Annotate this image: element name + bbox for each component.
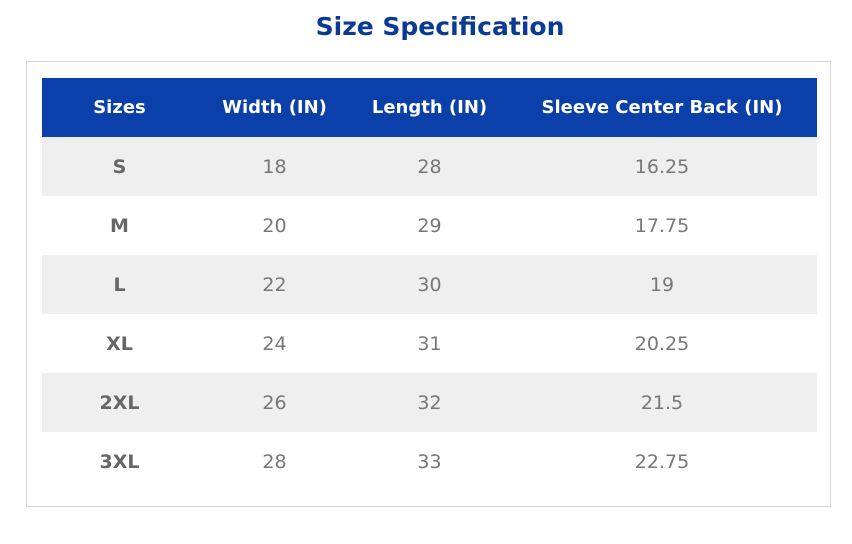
table-cell: L bbox=[42, 255, 197, 314]
table-box: Sizes Width (IN) Length (IN) Sleeve Center … bbox=[26, 61, 831, 507]
table-row: 2XL 26 32 21.5 bbox=[42, 373, 817, 432]
table-cell: 32 bbox=[352, 373, 507, 432]
table-cell: 22.75 bbox=[634, 450, 690, 473]
table-row: L 22 30 19 bbox=[42, 255, 817, 314]
table-cell: 20 bbox=[262, 214, 287, 237]
table-cell: 31 bbox=[417, 332, 442, 355]
title: Size Specification bbox=[315, 12, 565, 41]
table-cell: 2XL bbox=[42, 373, 197, 432]
table-cell: 16.25 bbox=[507, 137, 817, 196]
table-cell: 22 bbox=[197, 255, 352, 314]
table-cell: XL bbox=[106, 332, 133, 355]
table-cell: 17.75 bbox=[634, 214, 690, 237]
table-row: S 18 28 16.25 bbox=[42, 137, 817, 196]
table-cell: 28 bbox=[352, 137, 507, 196]
header-row: Sizes Width (IN) Length (IN) Sleeve Center … bbox=[42, 78, 817, 137]
column-header: Sleeve Center Back (IN) bbox=[507, 78, 817, 137]
table-cell: 30 bbox=[352, 255, 507, 314]
table-cell: 29 bbox=[417, 214, 442, 237]
column-header: Length (IN) bbox=[352, 78, 507, 137]
table-cell: M bbox=[110, 214, 129, 237]
column-header: Width (IN) bbox=[197, 78, 352, 137]
table-cell: 3XL bbox=[99, 450, 140, 473]
table-cell: 20.25 bbox=[634, 332, 690, 355]
column-header: Sizes bbox=[42, 78, 197, 137]
size-table: Sizes Width (IN) Length (IN) Sleeve Center … bbox=[42, 78, 817, 491]
table-cell: 33 bbox=[417, 450, 442, 473]
table-cell: 26 bbox=[197, 373, 352, 432]
table-row: M 20 29 17.75 bbox=[42, 196, 817, 255]
table-row: 3XL 28 33 22.75 bbox=[42, 432, 817, 491]
table-cell: 28 bbox=[262, 450, 287, 473]
table-cell: 24 bbox=[262, 332, 287, 355]
table-cell: 18 bbox=[197, 137, 352, 196]
table-cell: 19 bbox=[507, 255, 817, 314]
table-row: XL 24 31 20.25 bbox=[42, 314, 817, 373]
table-cell: 21.5 bbox=[507, 373, 817, 432]
table-cell: S bbox=[42, 137, 197, 196]
